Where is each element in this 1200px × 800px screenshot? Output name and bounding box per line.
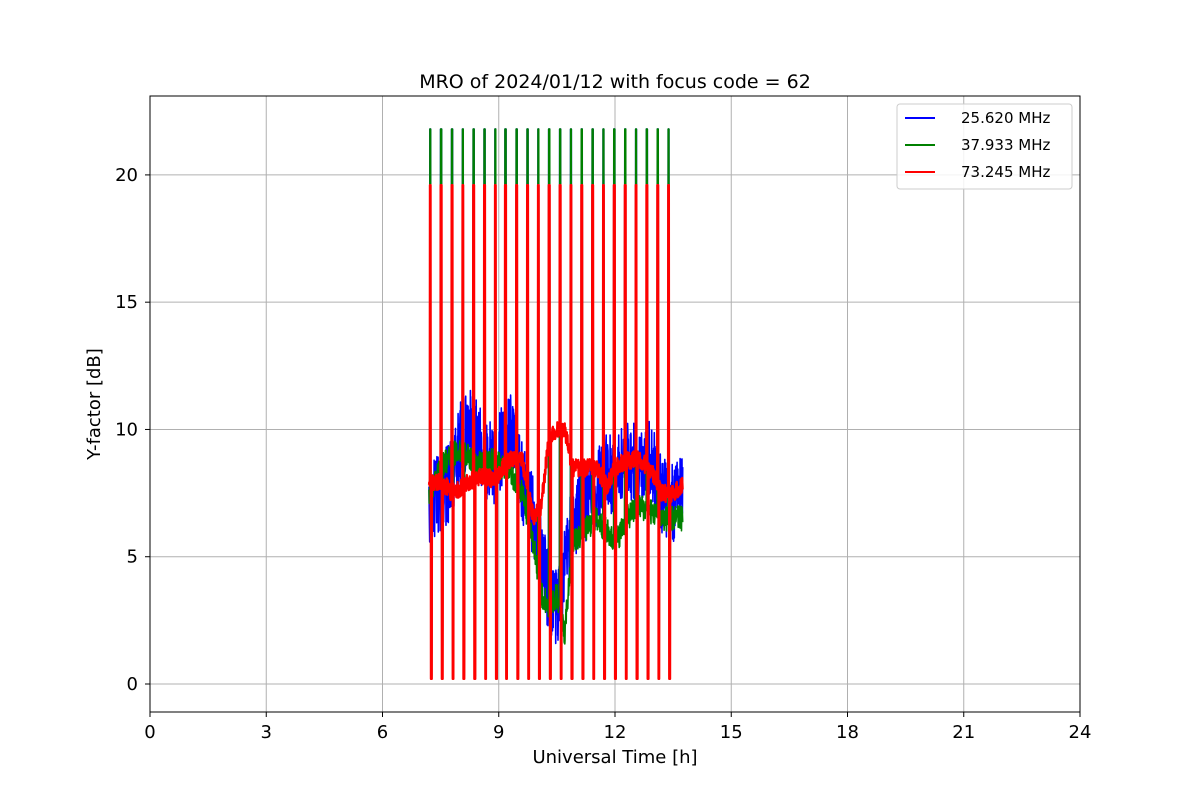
legend: 25.620 MHz 37.933 MHz 73.245 MHz <box>896 103 1073 190</box>
x-axis-label: Universal Time [h] <box>532 747 697 768</box>
series-line <box>428 128 684 678</box>
chart-title: MRO of 2024/01/12 with focus code = 62 <box>419 71 811 93</box>
y-tick-label: 5 <box>127 547 138 568</box>
x-tick-label: 9 <box>493 722 504 743</box>
y-tick-label: 20 <box>115 165 138 186</box>
y-tick-label: 10 <box>115 419 138 440</box>
x-tick-label: 15 <box>720 722 743 743</box>
x-tick-label: 12 <box>604 722 627 743</box>
x-tick-label: 0 <box>144 722 155 743</box>
legend-label: 37.933 MHz <box>961 136 1050 154</box>
y-axis-label: Y-factor [dB] <box>84 348 105 461</box>
x-tick-label: 18 <box>836 722 859 743</box>
y-tick-label: 0 <box>127 674 138 695</box>
legend-label: 25.620 MHz <box>961 109 1050 127</box>
x-tick-label: 6 <box>377 722 388 743</box>
plot-series <box>427 128 684 681</box>
series-line <box>427 184 684 681</box>
x-tick-label: 24 <box>1069 722 1092 743</box>
y-axis-ticks: 0 5 10 15 20 <box>115 165 150 695</box>
x-axis-ticks: 0 3 6 9 12 15 18 21 24 <box>144 712 1091 743</box>
y-tick-label: 15 <box>115 292 138 313</box>
legend-label: 73.245 MHz <box>961 163 1050 181</box>
x-tick-label: 3 <box>261 722 272 743</box>
x-tick-label: 21 <box>952 722 975 743</box>
legend-box <box>896 103 1073 190</box>
